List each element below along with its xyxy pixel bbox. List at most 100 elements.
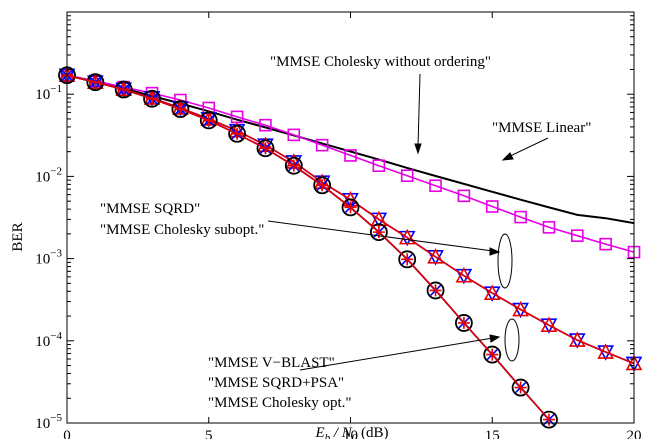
marker-triangle-up [483,284,501,300]
marker-plus [259,142,272,155]
y-tick-label: 10−1 [35,83,62,103]
annotation-chol-subopt: "MMSE Cholesky subopt." [100,222,264,238]
marker-plus [146,92,159,105]
marker-circle [540,410,558,429]
annotation-no-ordering: "MMSE Cholesky without ordering" [270,54,491,70]
marker-circle [369,223,388,242]
group-ellipse-optimal [504,318,520,362]
marker-circle [483,345,502,364]
tick-layer: 0 5 10 15 20 10−1 10−2 10−3 10−4 10−5 [35,12,642,439]
x-axis-label: Eb / N0 (dB) [314,425,388,439]
marker-triangle-up [512,300,529,317]
marker-square [570,229,584,242]
marker-plus [316,179,329,192]
marker-plus [287,159,300,172]
pointer-sqrd-head [489,247,501,256]
pointer-no-ordering [417,73,421,148]
y-axis-label: BER [10,222,26,251]
marker-plus [486,348,499,361]
annotation-sqrd-psa: "MMSE SQRD+PSA" [208,375,344,391]
series-line-linear [66,74,635,225]
annotation-chol-opt: "MMSE Cholesky opt." [208,395,352,411]
x-tick-label: 0 [63,428,71,439]
marker-plus [457,316,470,329]
y-tick-label: 10−4 [35,330,62,350]
marker-square [514,210,527,224]
x-axis-label-sub-b: b [325,432,331,439]
series-sqrd [58,68,643,373]
marker-circle [398,250,417,269]
x-axis-label-main: E [314,425,324,439]
marker-triangle-up [427,248,444,264]
x-tick-label: 20 [627,428,642,439]
series-vblast [58,66,558,429]
series-chol-opt [61,69,555,426]
marker-square [457,189,471,203]
marker-plus [89,76,102,89]
marker-square [599,237,612,251]
group-ellipse-suboptimal [497,233,513,289]
x-tick-label: 5 [205,428,213,439]
marker-circle [284,156,303,175]
pointer-linear-head [501,152,514,161]
marker-circle [143,89,161,108]
series-sqrd-psa [61,69,555,426]
marker-plus [514,381,527,394]
annotation-pointers [267,73,549,371]
series-line-chol-subopt [66,74,635,365]
marker-plus [542,413,555,426]
marker-square [485,200,499,213]
annotation-vblast: "MMSE V−BLAST" [208,355,335,371]
marker-plus [429,284,442,297]
marker-circle [341,198,360,217]
marker-square [315,138,329,152]
pointer-sqrd [267,220,494,252]
marker-plus [117,83,130,96]
x-axis-label-unit: (dB) [357,425,388,439]
marker-circle [256,139,275,158]
marker-circle [426,281,445,300]
marker-plus [401,253,414,266]
marker-circle [171,100,190,118]
marker-plus [174,103,187,116]
x-tick-label: 10 [343,428,358,439]
annotation-linear: "MMSE Linear" [492,120,591,136]
pointer-vblast-head [489,334,501,343]
marker-circle [86,73,105,92]
marker-plus [231,127,244,140]
annotation-sqrd: "MMSE SQRD" [100,201,200,217]
x-tick-label: 15 [485,428,500,439]
pointer-no-ordering-head [414,143,422,155]
marker-triangle-up [455,266,473,283]
marker-circle [454,314,473,332]
marker-square [542,221,556,234]
marker-square [344,149,357,162]
marker-triangle-up [370,210,388,227]
marker-square [429,179,442,193]
marker-circle [199,111,218,130]
marker-square [259,118,272,132]
marker-square [400,169,414,182]
marker-circle [313,176,332,195]
marker-triangle-up [568,331,586,347]
marker-square [372,159,386,172]
marker-triangle-up [398,228,416,245]
marker-circle [228,124,247,143]
x-axis-label-sub-0: 0 [352,432,358,439]
y-tick-label: 10−2 [35,165,62,185]
pointer-linear [507,137,549,158]
series-line-chol-opt [66,74,550,421]
y-tick-label: 10−5 [35,412,62,432]
marker-triangle-up [540,316,558,332]
marker-circle [114,80,133,99]
marker-plus [202,114,215,127]
marker-square [287,128,301,142]
marker-circle [511,378,530,397]
series-linear [66,74,635,225]
marker-triangle-up [597,343,614,359]
series-line-sqrd [66,74,635,365]
y-tick-label: 10−3 [35,248,62,268]
pointer-vblast [299,337,494,371]
x-axis-label-slash-n: / N [330,425,353,439]
